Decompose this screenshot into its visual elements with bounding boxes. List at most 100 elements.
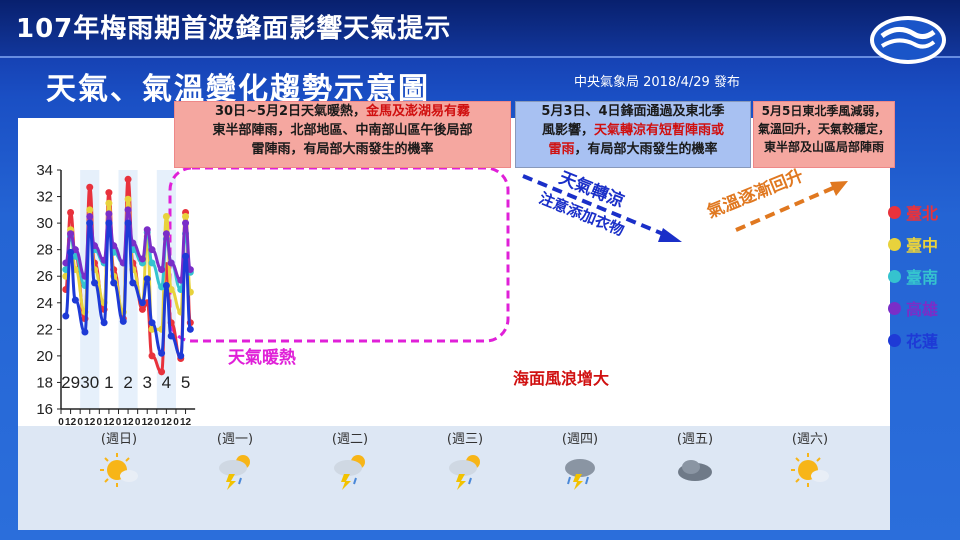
x-tick-label: 12 bbox=[65, 417, 77, 428]
header-divider bbox=[0, 56, 960, 58]
day-label: 30 bbox=[80, 373, 99, 392]
data-point-taipei bbox=[148, 352, 156, 360]
cwb-logo-icon bbox=[870, 16, 946, 64]
note1-text-b: 金馬及澎湖易有霧 bbox=[366, 104, 471, 119]
data-point-kaohsiung bbox=[158, 266, 166, 274]
y-tick-label: 24 bbox=[36, 295, 53, 312]
data-point-hualien bbox=[143, 275, 151, 283]
note2-text-a: 5月3日、4日鋒面通過及東北季 bbox=[541, 104, 725, 119]
annotation-wave: 海面風浪增大 bbox=[513, 369, 609, 388]
y-tick-label: 16 bbox=[36, 401, 53, 418]
data-point-hualien bbox=[100, 319, 108, 327]
data-point-taipei bbox=[138, 305, 146, 313]
legend-item-taichung: 臺中 bbox=[888, 228, 948, 260]
weekday-label: (週四) bbox=[561, 432, 599, 447]
y-tick-label: 26 bbox=[36, 268, 53, 285]
issuer-date: 中央氣象局 2018/4/29 發布 bbox=[574, 75, 740, 90]
data-point-taichung bbox=[124, 195, 132, 203]
weekday-label: (週二) bbox=[331, 432, 369, 447]
x-tick-label: 0 bbox=[58, 417, 64, 428]
legend-label: 花蓮 bbox=[906, 332, 939, 351]
legend-label: 臺南 bbox=[906, 268, 939, 287]
day-label: 4 bbox=[162, 373, 171, 392]
data-point-hualien bbox=[62, 312, 70, 320]
note-front-passage: 5月3日、4日鋒面通過及東北季 風影響，天氣轉涼有短暫陣雨或 雷雨，有局部大雨發… bbox=[515, 101, 751, 168]
note2-text-e: ，有局部大雨發生的機率 bbox=[574, 142, 718, 157]
data-point-hualien bbox=[119, 317, 127, 325]
day-band bbox=[118, 170, 138, 409]
header-band bbox=[0, 0, 960, 56]
data-point-taipei bbox=[158, 368, 166, 376]
note2-text-c: 天氣轉涼有短暫陣雨或 bbox=[594, 123, 725, 138]
x-tick-label: 12 bbox=[180, 417, 192, 428]
series-line-hualien bbox=[64, 221, 192, 358]
legend-swatch bbox=[888, 205, 901, 219]
data-point-kaohsiung bbox=[148, 246, 156, 254]
data-point-kaohsiung bbox=[105, 210, 113, 218]
x-tick-label: 12 bbox=[142, 417, 154, 428]
page-title: 107年梅雨期首波鋒面影響天氣提示 bbox=[16, 14, 452, 44]
annotation-rise: 氣溫逐漸回升 bbox=[704, 165, 806, 223]
note1-text-d: 雷陣雨，有局部大雨發生的機率 bbox=[251, 142, 434, 157]
data-point-hualien bbox=[71, 296, 79, 304]
note2-text-b: 風影響， bbox=[541, 123, 594, 138]
day-band bbox=[80, 170, 100, 409]
warming-arrow-head bbox=[830, 181, 848, 196]
weekday-label: (週五) bbox=[676, 432, 714, 447]
data-point-hualien bbox=[158, 349, 166, 357]
data-point-taipei bbox=[67, 208, 75, 216]
data-point-kaohsiung bbox=[124, 206, 132, 214]
legend-swatch bbox=[888, 301, 901, 315]
data-point-kaohsiung bbox=[162, 230, 170, 238]
legend-item-taipei: 臺北 bbox=[888, 196, 948, 228]
note1-text-c: 東半部陣雨，北部地區、中南部山區午後局部 bbox=[212, 123, 473, 138]
thunderstorm-icon bbox=[219, 455, 250, 490]
cloudy-icon bbox=[678, 460, 712, 481]
data-point-hualien bbox=[86, 219, 94, 227]
annotation-warm: 天氣暖熱 bbox=[228, 347, 296, 368]
data-point-taipei bbox=[124, 175, 132, 183]
data-point-taichung bbox=[105, 199, 113, 207]
rain-cloud-icon bbox=[565, 459, 595, 490]
data-point-taichung bbox=[182, 212, 190, 220]
x-tick-label: 0 bbox=[77, 417, 83, 428]
note3-text-c: 東半部及山區局部陣雨 bbox=[763, 140, 884, 154]
data-point-taichung bbox=[162, 212, 170, 220]
warm-period-highlight bbox=[168, 166, 510, 343]
data-point-hualien bbox=[138, 299, 146, 307]
note1-text-a: 30日~5月2日天氣暖熱， bbox=[214, 104, 367, 119]
x-tick-label: 0 bbox=[173, 417, 179, 428]
data-point-hualien bbox=[182, 252, 190, 260]
legend-label: 臺北 bbox=[906, 204, 939, 223]
weekday-label: (週一) bbox=[216, 432, 254, 447]
legend-swatch bbox=[888, 269, 901, 283]
y-tick-label: 18 bbox=[36, 374, 53, 391]
day-label: 2 bbox=[123, 373, 132, 392]
x-tick-label: 0 bbox=[97, 417, 103, 428]
legend-label: 高雄 bbox=[906, 300, 939, 319]
chart-legend: 臺北 臺中 臺南 高雄 花蓮 bbox=[888, 196, 948, 356]
note3-text-a: 5月5日東北季風減弱， bbox=[761, 104, 887, 118]
note3-text-b: 氣溫回升，天氣較穩定， bbox=[757, 122, 890, 136]
y-tick-label: 22 bbox=[36, 321, 53, 338]
data-point-hualien bbox=[177, 352, 185, 360]
warming-arrow bbox=[735, 186, 834, 232]
sunny-cloud-icon bbox=[791, 453, 829, 487]
weekday-strip bbox=[18, 426, 890, 530]
data-point-kaohsiung bbox=[86, 212, 94, 220]
data-point-hualien bbox=[110, 279, 118, 287]
data-point-kaohsiung bbox=[182, 219, 190, 227]
thunderstorm-icon bbox=[449, 455, 480, 490]
day-label: 3 bbox=[142, 373, 151, 392]
y-tick-label: 34 bbox=[36, 162, 53, 179]
note-recovery: 5月5日東北季風減弱， 氣溫回升，天氣較穩定， 東半部及山區局部陣雨 bbox=[753, 101, 895, 168]
data-point-kaohsiung bbox=[167, 259, 175, 267]
weekday-label: (週六) bbox=[791, 432, 829, 447]
weekday-label: (週三) bbox=[446, 432, 484, 447]
data-point-taipei bbox=[86, 183, 94, 191]
data-point-taichung bbox=[86, 206, 94, 214]
day-label: 5 bbox=[181, 373, 190, 392]
cooling-arrow-head bbox=[658, 228, 682, 242]
y-tick-label: 30 bbox=[36, 215, 53, 232]
x-tick-label: 12 bbox=[84, 417, 96, 428]
